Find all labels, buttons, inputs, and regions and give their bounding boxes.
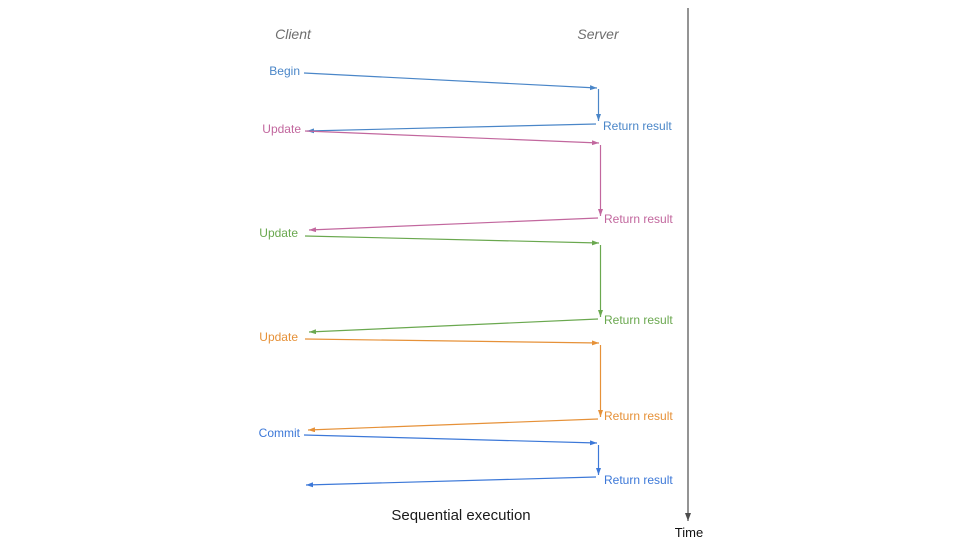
request-label-update-3: Update [259,330,298,344]
return-arrow-begin [306,123,597,134]
return-label-update-3: Return result [604,409,673,423]
time-axis-label: Time [675,525,703,540]
server-column-header: Server [577,26,620,42]
return-arrow-update-3 [307,418,599,433]
return-label-update-1: Return result [604,212,673,226]
request-label-update-2: Update [259,226,298,240]
request-arrow-commit [303,434,598,446]
request-label-update-1: Update [262,122,301,136]
return-arrow-update-1 [308,217,599,233]
request-arrow-update-2 [304,235,600,246]
return-arrow-update-2 [308,318,599,335]
return-arrow-commit [305,476,597,488]
request-label-commit: Commit [259,426,301,440]
request-label-begin: Begin [269,64,300,78]
request-arrow-update-1 [304,130,600,146]
client-column-header: Client [275,26,312,42]
return-label-commit: Return result [604,473,673,487]
return-label-begin: Return result [603,119,672,133]
request-arrow-begin [303,72,598,91]
request-arrow-update-3 [304,338,600,346]
diagram-caption: Sequential execution [391,507,530,524]
return-label-update-2: Return result [604,313,673,327]
